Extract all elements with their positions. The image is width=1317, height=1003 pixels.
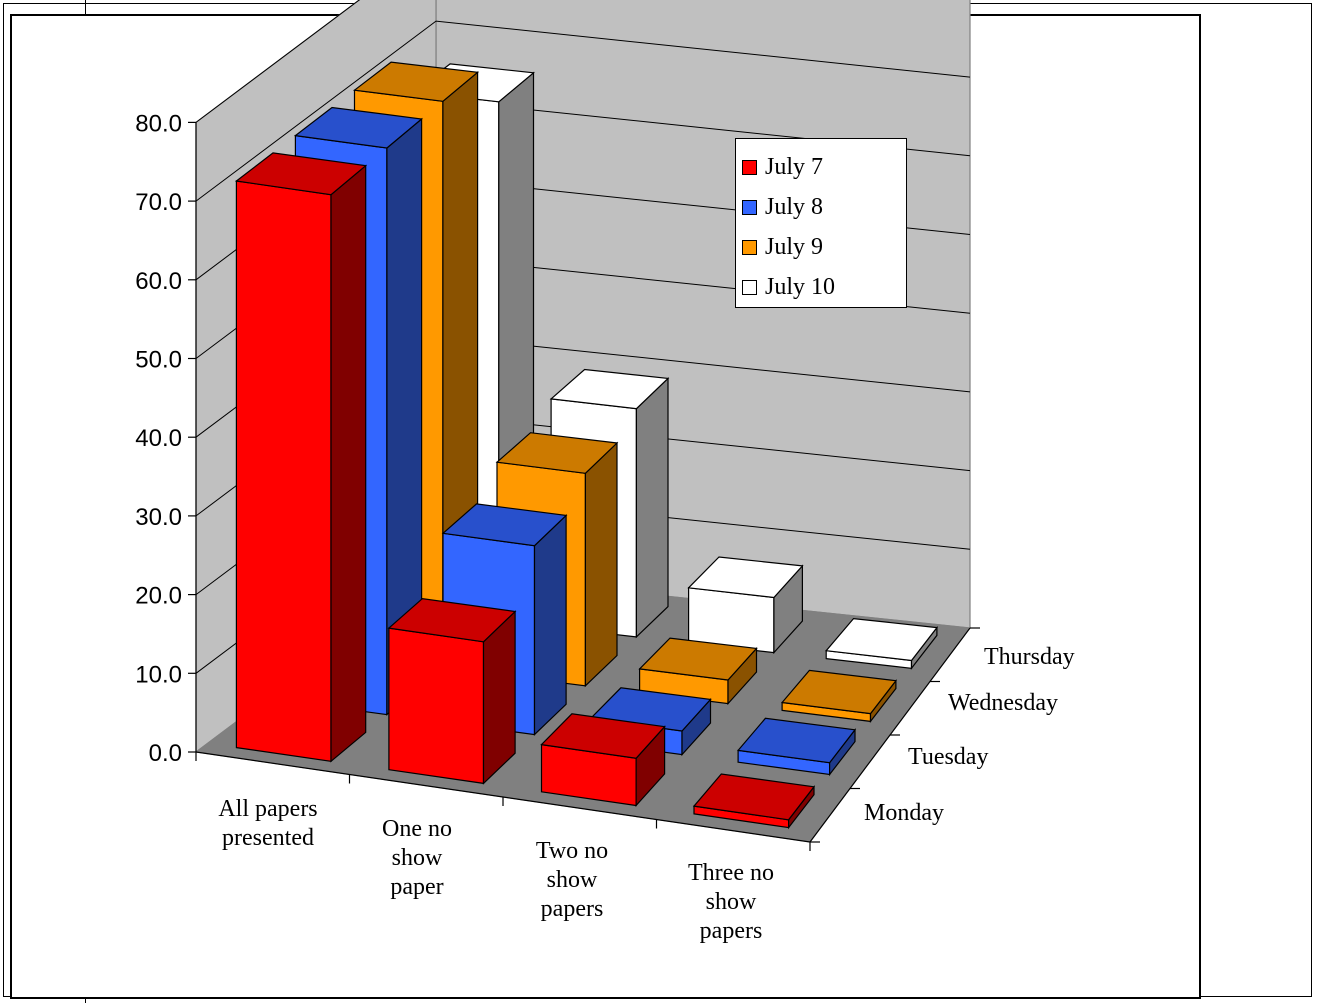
bar-3-1 [736,717,857,777]
bar-1-0 [387,597,517,785]
bar-front [235,180,332,762]
category-label-line: show [547,867,598,893]
category-label-3: Three no show papers [688,860,774,944]
bar-front [388,627,485,785]
bar-top [234,152,368,196]
bar-side [635,376,669,639]
y-tick-label: 60.0 [135,268,182,295]
depth-axis: Monday Tuesday Wednesday Thursday [809,627,1075,843]
category-label-line: show [706,889,757,915]
legend-item-3: July 10 [742,269,835,305]
y-tick-label: 80.0 [135,110,182,137]
category-label-2: Two no show papers [536,838,608,922]
legend-swatch-0 [742,159,757,175]
legend-item-0: July 7 [742,149,823,185]
category-label-line: presented [222,825,314,851]
bar-top [638,637,758,681]
bar-top [293,106,424,149]
category-label-line: All papers [218,796,317,822]
legend-swatch-2 [742,239,757,255]
bar-top [352,61,480,102]
y-tick-label: 20.0 [135,583,182,610]
bar-2-0 [540,713,666,808]
bar-top [825,617,939,662]
bars [234,61,939,830]
y-tick-label: 40.0 [135,425,182,452]
y-tick-label: 10.0 [135,661,182,688]
category-label-line: papers [541,896,604,922]
bar-side [330,164,367,763]
bar-top [441,503,568,547]
category-label-line: Two no [536,838,608,864]
depth-label-3: Thursday [984,644,1075,670]
category-label-0: All papers presented [218,796,317,851]
legend: July 7 July 8 July 9 July 10 [735,138,907,308]
bar-top [687,556,804,599]
bar-3-0 [692,773,816,830]
legend-label-1: July 8 [765,193,824,220]
gridline [195,0,361,123]
category-label-line: papers [700,918,763,944]
bar-top [736,717,857,764]
category-label-line: paper [390,874,443,900]
gridline [195,20,971,202]
bar-0-0 [234,152,368,763]
depth-label-0: Monday [864,800,944,826]
bar-3-3 [825,617,939,671]
legend-swatch-1 [742,199,757,215]
y-axis: 0.0 10.0 20.0 30.0 40.0 50.0 60.0 70.0 80.0 [135,110,197,767]
bar-side [533,513,567,737]
bar-2-3 [687,556,804,655]
category-label-line: show [392,845,443,871]
legend-label-2: July 9 [765,233,824,260]
legend-swatch-3 [742,279,757,295]
y-tick-label: 0.0 [149,740,182,767]
legend-item-2: July 9 [742,229,823,265]
bar-side [584,441,618,688]
category-label-line: Three no [688,860,774,886]
legend-label-0: July 7 [765,153,824,180]
bar-top [549,368,670,410]
legend-item-1: July 8 [742,189,823,225]
legend-label-3: July 10 [765,273,836,300]
bar-top [387,597,517,643]
bar-top [692,773,816,821]
x-axis: All papers presented One no show paper Two no… [195,751,811,944]
frame-tick-top [85,0,86,14]
depth-label-1: Tuesday [908,744,988,770]
bar-top [495,432,619,474]
y-tick-label: 70.0 [135,189,182,216]
bar-top [780,669,898,715]
bar-top [540,713,666,759]
category-label-line: One no [382,816,452,842]
y-tick-label: 50.0 [135,347,182,374]
y-tick-label: 30.0 [135,504,182,531]
depth-label-2: Wednesday [948,690,1058,716]
category-label-1: One no show paper [382,816,452,900]
bar-3-2 [780,669,898,724]
